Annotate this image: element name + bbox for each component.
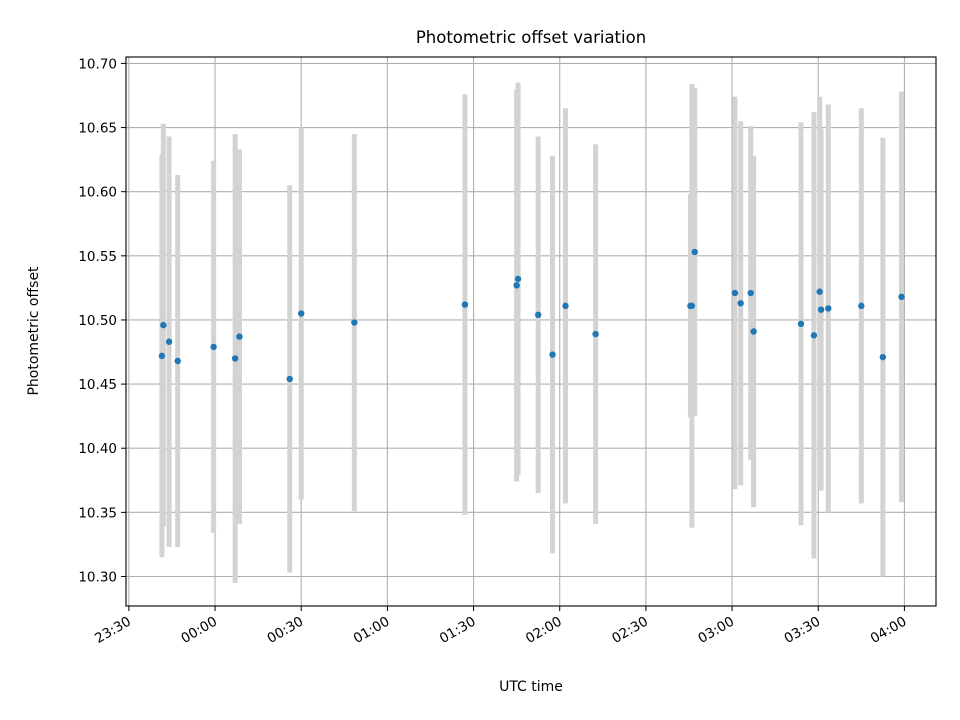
data-point	[165, 338, 173, 345]
data-point	[816, 288, 823, 295]
data-point	[592, 330, 599, 338]
plot-frame	[125, 56, 937, 607]
data-point	[286, 375, 293, 383]
data-point	[160, 321, 167, 329]
data-point	[688, 302, 696, 310]
data-point	[231, 355, 239, 362]
y-tick-label: 10.65	[78, 121, 117, 137]
data-point	[879, 353, 887, 361]
data-point	[351, 319, 358, 326]
data-point	[298, 310, 305, 317]
y-tick-label: 10.50	[78, 313, 117, 329]
data-point	[691, 248, 698, 256]
data-point	[825, 305, 832, 312]
data-point	[514, 275, 522, 283]
data-point	[236, 333, 243, 340]
data-point	[513, 282, 520, 289]
data-point	[549, 351, 556, 358]
data-point	[461, 301, 469, 308]
data-point	[750, 328, 757, 335]
y-tick-label: 10.55	[78, 249, 117, 265]
data-point	[562, 302, 569, 310]
data-point	[731, 289, 739, 297]
y-tick-label: 10.35	[78, 505, 117, 521]
y-tick-label: 10.60	[78, 185, 117, 201]
y-tick-label: 10.30	[78, 569, 117, 585]
data-point	[858, 302, 865, 310]
point-layer	[158, 248, 905, 383]
data-point	[174, 357, 181, 365]
y-tick-label: 10.70	[78, 56, 117, 72]
y-tick-label: 10.45	[78, 377, 117, 393]
data-point	[817, 306, 825, 313]
data-point	[797, 320, 805, 328]
data-point	[810, 332, 818, 339]
data-point	[898, 293, 905, 301]
data-point	[747, 289, 754, 297]
data-point	[737, 300, 744, 307]
y-tick-label: 10.40	[78, 441, 117, 457]
data-point	[158, 352, 166, 360]
x-axis-label: UTC time	[499, 679, 563, 695]
chart-title: Photometric offset variation	[416, 28, 646, 47]
data-point	[210, 343, 217, 351]
data-point	[534, 311, 542, 319]
y-axis-label: Photometric offset	[26, 266, 42, 396]
